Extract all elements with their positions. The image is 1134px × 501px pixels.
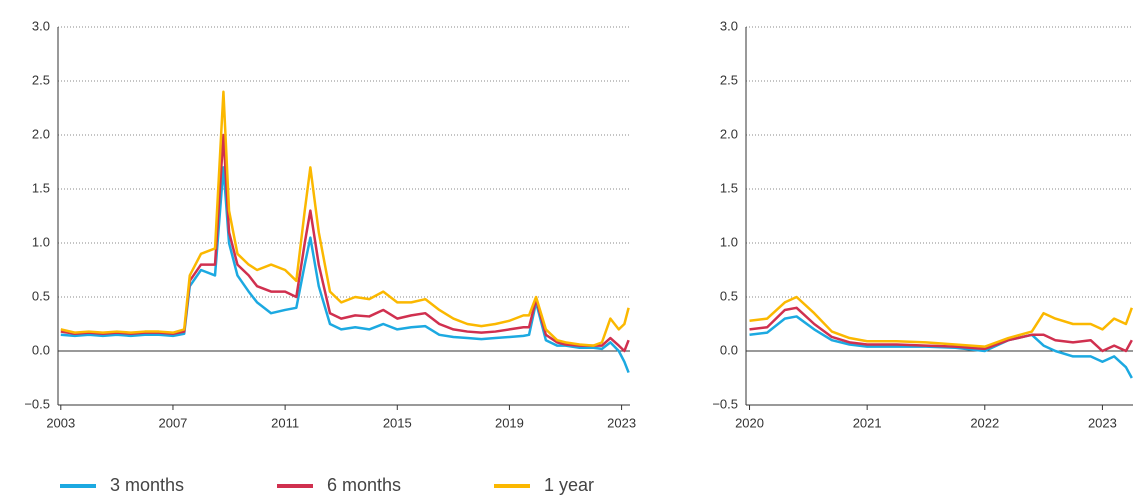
- x-tick-label: 2011: [271, 415, 299, 430]
- y-tick-label: 0.0: [32, 342, 50, 357]
- y-tick-label: 0.5: [720, 288, 738, 303]
- y-tick-label: 0.5: [32, 288, 50, 303]
- x-tick-label: 2021: [853, 415, 882, 430]
- series-line: [60, 166, 630, 374]
- y-tick-label: 1.0: [720, 234, 738, 249]
- y-tick-label: 2.5: [720, 72, 738, 87]
- legend-text: 6 months: [327, 475, 401, 495]
- y-tick-label: −0.5: [712, 396, 738, 411]
- x-tick-label: 2023: [607, 415, 636, 430]
- x-tick-label: 2015: [383, 415, 412, 430]
- legend-text: 3 months: [110, 475, 184, 495]
- x-tick-label: 2019: [495, 415, 524, 430]
- series-line: [749, 295, 1133, 348]
- series-line: [60, 90, 630, 347]
- y-tick-label: −0.5: [24, 396, 50, 411]
- y-tick-label: 0.0: [720, 342, 738, 357]
- y-tick-label: 3.0: [720, 18, 738, 33]
- x-tick-label: 2020: [735, 415, 764, 430]
- series-line: [749, 306, 1133, 353]
- series-line: [749, 315, 1133, 379]
- y-tick-label: 2.5: [32, 72, 50, 87]
- x-tick-label: 2003: [46, 415, 75, 430]
- y-tick-label: 1.5: [32, 180, 50, 195]
- y-tick-label: 3.0: [32, 18, 50, 33]
- y-tick-label: 1.0: [32, 234, 50, 249]
- y-tick-label: 1.5: [720, 180, 738, 195]
- legend-text: 1 year: [544, 475, 594, 495]
- y-tick-label: 2.0: [32, 126, 50, 141]
- x-tick-label: 2023: [1088, 415, 1117, 430]
- x-tick-label: 2007: [158, 415, 187, 430]
- y-tick-label: 2.0: [720, 126, 738, 141]
- series-line: [60, 133, 630, 353]
- x-tick-label: 2022: [970, 415, 999, 430]
